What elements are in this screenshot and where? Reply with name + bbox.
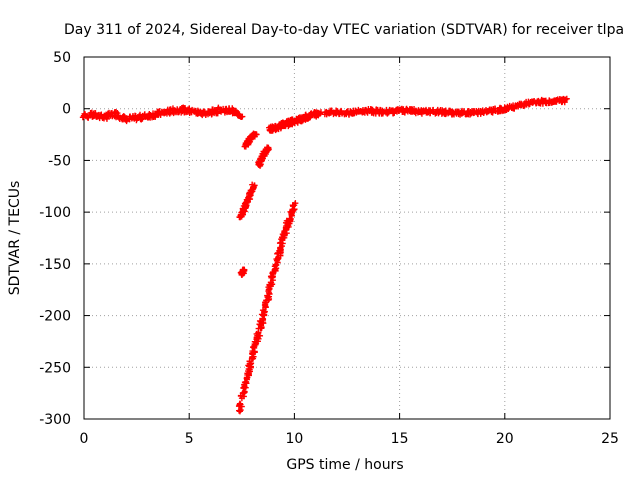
axis-ticks: 0 5 10 15 20 25 50 0 -50 -100 -150 -200 -250 -300 [39,50,619,447]
data-point [246,360,253,367]
series-steep-descent [235,200,299,415]
y-axis-label: SDTVAR / TECUs [7,181,23,296]
x-tick-label: 20 [496,431,514,447]
data-point [241,266,248,273]
x-axis-label: GPS time / hours [286,457,403,473]
data-point [237,407,244,414]
data-point [123,115,130,122]
y-tick-label: -250 [39,360,71,376]
data-point [265,144,272,151]
y-tick-label: 0 [62,102,71,118]
data-point [264,292,271,299]
data-point [251,182,258,189]
plot-frame [83,56,611,420]
data-point [252,131,259,138]
data-point [268,274,275,281]
x-tick-label: 5 [185,431,194,447]
data-point [290,203,297,210]
data-point [426,110,433,117]
series-recovery-ramp [266,109,324,134]
data-point [261,308,268,315]
chart-title: Day 311 of 2024, Sidereal Day-to-day VTE… [64,22,624,38]
x-tick-label: 25 [601,431,619,447]
y-tick-label: -50 [48,153,71,169]
data-series [79,95,570,415]
series-dip-fragment-3 [241,130,260,150]
x-tick-label: 15 [391,431,409,447]
x-tick-label: 10 [285,431,303,447]
y-tick-label: -150 [39,257,71,273]
data-point [260,312,267,319]
data-point [315,112,322,119]
y-tick-label: -300 [39,412,71,428]
y-tick-label: -200 [39,309,71,325]
data-point [261,302,268,309]
x-tick-label: 0 [80,431,89,447]
series-baseline-late [321,95,570,118]
y-tick-label: 50 [53,50,71,66]
y-tick-label: -100 [39,205,71,221]
series-baseline-early [79,104,246,125]
series-dip-fragment-2 [237,266,248,278]
data-point [286,216,293,223]
data-point [232,108,239,115]
grid [84,57,610,419]
series-dip-fragment-4 [255,144,272,169]
data-point [237,401,244,408]
data-point [252,341,259,348]
data-point [258,325,265,332]
data-point [291,206,298,213]
data-point [561,96,568,103]
series-dip-fragment-1 [236,181,258,221]
data-point [237,113,244,120]
